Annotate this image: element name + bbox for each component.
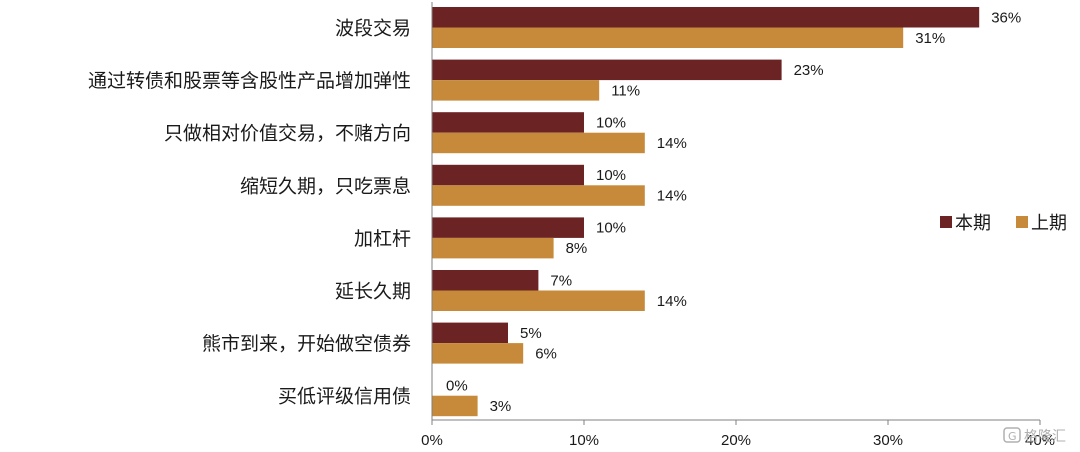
watermark-text: 格隆汇 <box>1024 429 1066 445</box>
bar-previous <box>432 237 554 259</box>
category-label: 波段交易 <box>335 18 411 40</box>
category-label: 买低评级信用债 <box>278 386 411 408</box>
bar-previous <box>432 343 524 364</box>
axes-group <box>431 2 1041 425</box>
watermark-logo-icon: G <box>1003 427 1021 443</box>
category-label: 只做相对价值交易，不赌方向 <box>164 123 411 145</box>
bar-previous <box>432 27 904 48</box>
value-label: 6% <box>535 345 557 362</box>
legend: 本期 上期 <box>940 213 1067 234</box>
value-label: 11% <box>611 82 640 99</box>
legend-swatch-current <box>940 216 952 228</box>
value-label: 8% <box>566 240 588 257</box>
category-label: 延长久期 <box>335 281 411 303</box>
category-label: 通过转债和股票等含股性产品增加弹性 <box>88 70 411 92</box>
category-label: 熊市到来，开始做空债券 <box>202 333 411 355</box>
category-label: 加杠杆 <box>354 228 411 250</box>
bar-previous <box>432 185 645 206</box>
legend-swatch-previous <box>1016 216 1028 228</box>
value-label: 31% <box>915 30 945 47</box>
legend-label: 上期 <box>1031 213 1067 234</box>
value-label: 7% <box>550 272 572 289</box>
value-label: 10% <box>596 220 626 237</box>
bar-previous <box>432 290 645 311</box>
bar-previous <box>432 395 478 417</box>
value-label: 10% <box>596 114 626 131</box>
value-label: 14% <box>657 188 687 205</box>
bar-previous <box>432 132 645 154</box>
category-labels-group: 波段交易通过转债和股票等含股性产品增加弹性只做相对价值交易，不赌方向缩短久期，只… <box>88 18 411 408</box>
svg-text:G: G <box>1008 430 1017 443</box>
bar-current <box>432 322 508 344</box>
value-label: 5% <box>520 325 542 342</box>
x-tick-label: 30% <box>873 432 903 449</box>
value-label: 36% <box>991 9 1021 26</box>
bar-current <box>432 270 539 291</box>
x-tick-label: 0% <box>421 432 443 449</box>
bars-group <box>432 7 980 417</box>
value-label: 23% <box>794 62 824 79</box>
bar-current <box>432 112 584 133</box>
value-label: 10% <box>596 167 626 184</box>
bar-current <box>432 217 584 238</box>
legend-label: 本期 <box>955 213 991 234</box>
x-tick-label: 40% <box>1025 432 1055 449</box>
watermark: G 格隆汇 <box>1003 427 1066 445</box>
bar-current <box>432 7 980 28</box>
tick-labels-group: 0% 10% 20% 30% 40% <box>421 432 1055 449</box>
x-tick-label: 20% <box>721 432 751 449</box>
value-label: 14% <box>657 293 687 310</box>
value-label: 0% <box>446 377 468 394</box>
x-tick-label: 10% <box>569 432 599 449</box>
category-label: 缩短久期，只吃票息 <box>240 175 411 197</box>
bar-current <box>432 164 584 186</box>
value-label: 3% <box>490 398 512 415</box>
value-label: 14% <box>657 135 687 152</box>
bar-previous <box>432 80 600 101</box>
bar-current <box>432 59 782 81</box>
value-labels-group: 36% 31% 23% 11% 10% 14% 10% 14% 10% 8% 7% 14% 5% 6% 0%… <box>446 9 1021 415</box>
